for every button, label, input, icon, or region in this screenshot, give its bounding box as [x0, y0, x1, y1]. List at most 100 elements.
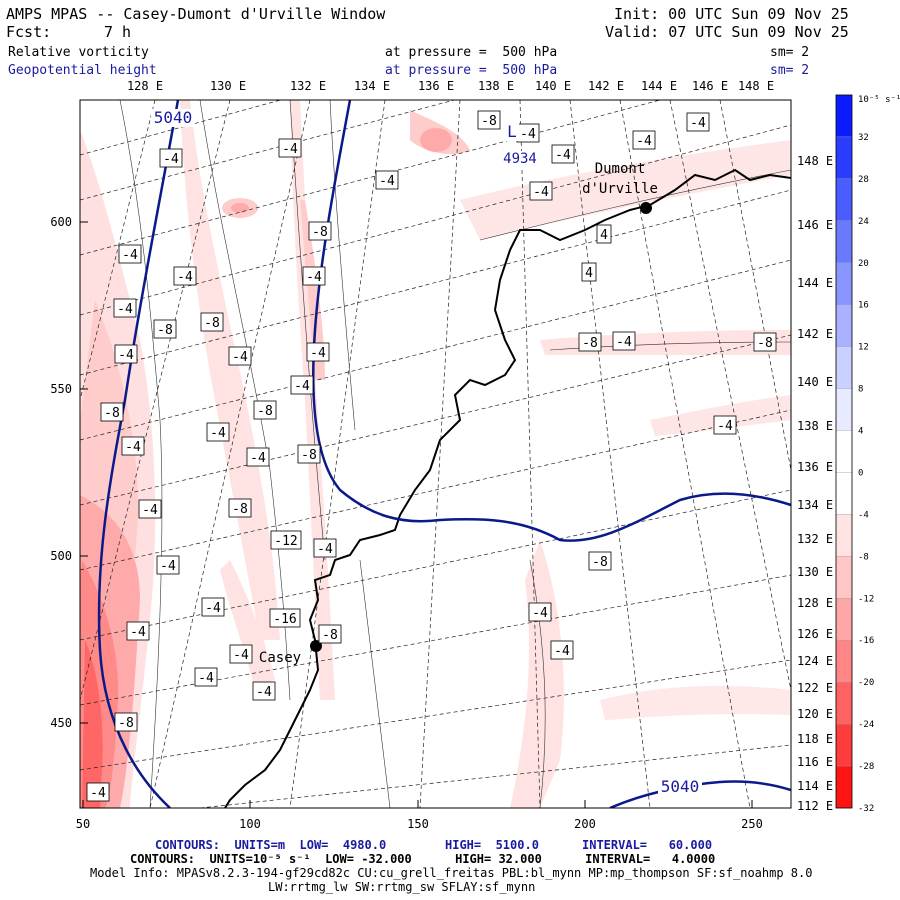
forecast-value: 7 h: [104, 23, 132, 41]
svg-text:-4: -4: [210, 426, 226, 441]
colorbar-label: -20: [858, 678, 874, 688]
colorbar-label: -8: [858, 552, 869, 562]
svg-text:-4: -4: [636, 134, 652, 149]
right-longitude-label: 134 E: [797, 498, 833, 512]
plot-frame: [79, 99, 792, 809]
svg-text:-4: -4: [90, 786, 106, 801]
right-longitude-label: 136 E: [797, 460, 833, 474]
vorticity-contour-label: -4: [206, 422, 230, 442]
svg-text:-4: -4: [232, 350, 248, 365]
x-tick-label: 200: [574, 817, 596, 831]
vorticity-contour-label: -4: [713, 415, 737, 435]
right-longitude-label: 142 E: [797, 327, 833, 341]
vorticity-contour-label: -8: [153, 319, 177, 339]
svg-text:-4: -4: [532, 606, 548, 621]
x-tick-label: 250: [741, 817, 763, 831]
colorbar-segment: [835, 472, 853, 515]
y-tick-label: 450: [50, 716, 72, 730]
vorticity-contour-label: -8: [588, 551, 612, 571]
vorticity-contour-label: -4: [632, 130, 656, 150]
colorbar-label: -4: [858, 510, 869, 520]
colorbar-label: 28: [858, 175, 869, 185]
colorbar-label: -24: [858, 720, 874, 730]
svg-text:-4: -4: [717, 419, 733, 434]
svg-text:4: 4: [585, 266, 593, 281]
svg-text:-8: -8: [257, 404, 273, 419]
svg-text:-4: -4: [294, 379, 310, 394]
vorticity-contour-label: -12: [270, 530, 302, 550]
vorticity-contour-label: -8: [297, 444, 321, 464]
svg-text:-4: -4: [616, 335, 632, 350]
colorbar-label: -32: [858, 804, 874, 814]
vorticity-contour-label: -4: [114, 344, 138, 364]
forecast-label: Fcst:: [6, 23, 52, 41]
vorticity-contour-label: -4: [551, 144, 575, 164]
vorticity-contour-label: -8: [228, 498, 252, 518]
svg-text:-8: -8: [118, 716, 134, 731]
svg-text:-4: -4: [125, 440, 141, 455]
vorticity-contour-label: -4: [156, 555, 180, 575]
height-contour-interval: INTERVAL= 60.000: [582, 838, 713, 852]
vorticity-contour-label: -8: [200, 312, 224, 332]
station-casey-label: Casey: [259, 650, 301, 666]
svg-text:-8: -8: [481, 114, 497, 129]
height-label-north: 5040: [154, 108, 193, 127]
svg-text:-8: -8: [582, 336, 598, 351]
vorticity-contour-label: -16: [269, 608, 301, 628]
colorbar-label: 0: [858, 468, 863, 478]
colorbar-segment: [835, 556, 853, 599]
vorticity-contour-label: 4: [581, 262, 597, 282]
svg-text:-8: -8: [157, 323, 173, 338]
model-info: Model Info: MPASv8.2.3-194-gf29cd82c CU:…: [90, 866, 813, 880]
top-longitude-label: 144 E: [641, 79, 677, 93]
chart-title: AMPS MPAS -- Casey-Dumont d'Urville Wind…: [6, 5, 386, 23]
x-tick-label: 50: [76, 817, 90, 831]
vorticity-contour-label: -8: [477, 110, 501, 130]
vorticity-contour-label: -4: [228, 346, 252, 366]
colorbar-label: 20: [858, 259, 869, 269]
svg-text:-4: -4: [163, 152, 179, 167]
colorbar-segment: [835, 178, 853, 221]
vorticity-contour-label: -4: [118, 244, 142, 264]
top-longitude-label: 140 E: [535, 79, 571, 93]
svg-text:-4: -4: [118, 348, 134, 363]
right-longitude-label: 130 E: [797, 565, 833, 579]
top-longitude-label: 128 E: [127, 79, 163, 93]
svg-text:-8: -8: [592, 555, 608, 570]
top-longitude-label: 146 E: [692, 79, 728, 93]
height-contour-info: CONTOURS: UNITS=m LOW= 4980.0: [155, 838, 387, 852]
right-longitude-label: 114 E: [797, 779, 833, 793]
y-tick-label: 500: [50, 549, 72, 563]
svg-text:-4: -4: [250, 451, 266, 466]
right-longitude-label: 116 E: [797, 755, 833, 769]
right-longitude-label: 126 E: [797, 627, 833, 641]
colorbar-segment: [835, 136, 853, 180]
right-longitude-label: 148 E: [797, 154, 833, 168]
colorbar-segment: [835, 765, 853, 809]
vorticity-contour-label: -4: [278, 138, 302, 158]
vorticity-contour-label: -4: [126, 621, 150, 641]
svg-text:-8: -8: [312, 225, 328, 240]
vorticity-contour-label: -4: [246, 447, 270, 467]
svg-text:-4: -4: [555, 148, 571, 163]
colorbar-label: 8: [858, 385, 863, 395]
svg-text:-4: -4: [310, 346, 326, 361]
vorticity-contour-label: -4: [138, 499, 162, 519]
svg-text:-4: -4: [122, 248, 138, 263]
svg-text:-4: -4: [282, 142, 298, 157]
valid-time: Valid: 07 UTC Sun 09 Nov 25: [605, 23, 849, 41]
svg-text:-4: -4: [142, 503, 158, 518]
vorticity-contour-label: -4: [173, 266, 197, 286]
vorticity-contour-info: CONTOURS: UNITS=10⁻⁵ s⁻¹ LOW= -32.000 HI…: [130, 852, 716, 866]
vorticity-contour-label: -4: [612, 331, 636, 351]
svg-text:-4: -4: [198, 671, 214, 686]
colorbar-segment: [835, 514, 853, 557]
vorticity-contour-label: -4: [313, 538, 337, 558]
vorticity-contour-label: -4: [121, 436, 145, 456]
vorticity-contour-label: -8: [253, 400, 277, 420]
field2-name: Geopotential height: [8, 63, 157, 78]
colorbar-segment: [835, 346, 853, 389]
colorbar-label: 24: [858, 217, 869, 227]
svg-text:-4: -4: [306, 270, 322, 285]
vorticity-contour-label: -4: [86, 782, 110, 802]
